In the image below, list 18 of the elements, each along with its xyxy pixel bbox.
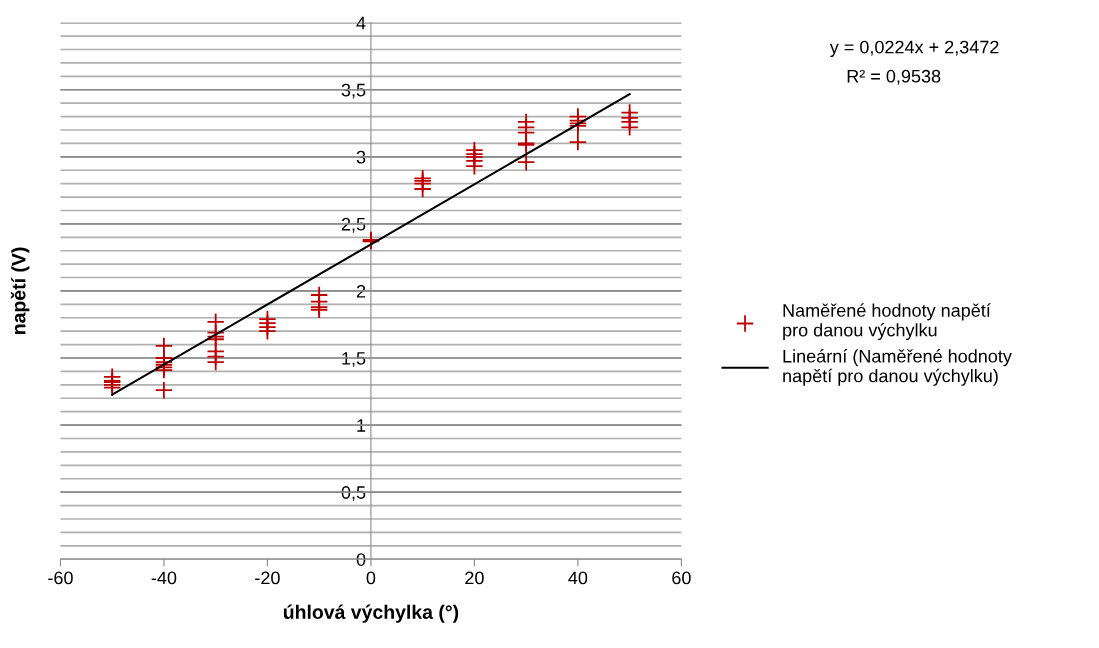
x-tick-label: -20 — [255, 571, 280, 585]
text: y = 0,0224x + 2,3472 — [829, 40, 999, 58]
text: R² = 0,9538 — [847, 69, 941, 85]
y-tick-label: 4 — [356, 16, 366, 30]
x-axis-title: úhlová výchylka (°) — [283, 604, 459, 623]
x-tick-label: -40 — [151, 571, 177, 585]
x-tick-label: -60 — [48, 571, 73, 585]
x-tick-label: 20 — [465, 571, 484, 585]
x-tick-label: 60 — [672, 571, 691, 585]
y-tick-label: 0 — [356, 553, 366, 566]
y-tick-label: 1 — [357, 419, 366, 432]
y-axis-title: napětí (V) — [10, 247, 30, 334]
y-tick-label: 1,5 — [342, 352, 366, 367]
legend-label: Naměřené hodnoty napětí pro danou výchylku — [783, 303, 991, 341]
y-tick-label: 2 — [356, 284, 366, 298]
legend-label: Lineární (Naměřené hodnoty napětí pro danou výchylku) — [783, 349, 1012, 386]
x-tick-label: 40 — [568, 571, 588, 585]
x-tick-label: 0 — [366, 571, 376, 585]
